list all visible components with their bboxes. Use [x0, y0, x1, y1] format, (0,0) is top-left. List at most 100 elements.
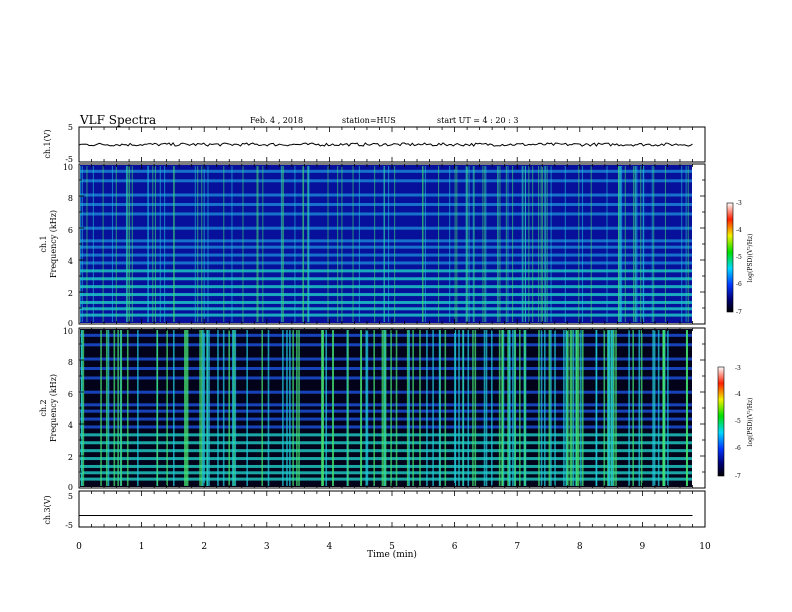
spectral-streak [111, 166, 114, 322]
spectral-streak [282, 330, 284, 486]
spectral-streak [120, 330, 123, 486]
colorbar-ch1-tick--4: -4 [736, 227, 742, 234]
ch2-spec-ylabel-line2: Frequency (kHz) [49, 374, 58, 442]
spectral-streak [687, 166, 689, 322]
spectral-streak [282, 166, 284, 322]
ch2-spectrogram-stripes [80, 330, 692, 486]
spectral-streak [512, 330, 514, 486]
spectral-streak [610, 330, 613, 486]
spectral-streak [577, 330, 580, 486]
spectral-streak [581, 166, 584, 322]
spectral-streak [261, 330, 264, 486]
spectral-streak [607, 330, 610, 486]
spectral-streak [521, 166, 523, 322]
spectral-streak [159, 166, 161, 322]
colorbar-ch2-tick--7: -7 [735, 473, 741, 480]
spectral-streak [289, 330, 291, 486]
spectral-streak [200, 330, 203, 486]
spectral-streak [456, 166, 458, 322]
spectral-band [80, 179, 692, 183]
date-label: Feb. 4 , 2018 [250, 116, 304, 125]
spectral-streak [327, 166, 329, 322]
spectral-streak [544, 166, 546, 322]
spectral-streak [107, 330, 110, 486]
spectral-streak [173, 166, 175, 322]
spectral-streak [308, 166, 310, 322]
spectral-streak [540, 330, 543, 486]
spectral-streak [507, 330, 509, 486]
spectral-streak [636, 166, 638, 322]
spectral-streak [567, 330, 569, 486]
ch3-wave-ytick-neg5: -5 [65, 521, 73, 530]
colorbar-ch1-tick--6: -6 [736, 281, 742, 288]
ch2-spec-ytick-2: 2 [68, 453, 73, 462]
spectral-streak [296, 330, 298, 486]
spectral-streak [137, 330, 139, 486]
spectral-streak [540, 166, 542, 322]
spectral-streak [292, 330, 294, 486]
spectral-streak [208, 330, 210, 486]
spectral-band [80, 313, 692, 317]
spectral-streak [422, 166, 424, 322]
spectral-streak [298, 330, 300, 486]
spectral-streak [528, 166, 530, 322]
spectral-streak [256, 166, 258, 322]
colorbar-ch1-tick--5: -5 [736, 254, 742, 261]
colorbar-ch2-tick--4: -4 [735, 391, 741, 398]
spectral-streak [632, 330, 634, 486]
spectral-streak [332, 330, 334, 486]
spectral-streak [618, 166, 620, 322]
spectral-streak [628, 330, 630, 486]
spectral-streak [576, 330, 578, 486]
spectral-streak [524, 330, 526, 486]
spectral-streak [152, 166, 154, 322]
spectral-streak [458, 330, 460, 486]
spectral-streak [522, 166, 524, 322]
spectral-band [80, 245, 692, 249]
spectral-streak [280, 166, 282, 322]
spectral-streak [82, 330, 85, 486]
ch3-wave-ytick-5: 5 [68, 492, 73, 501]
spectral-streak [166, 330, 168, 486]
spectral-streak [564, 166, 566, 322]
spectral-streak [184, 330, 186, 486]
spectral-streak [412, 330, 414, 486]
spectral-streak [681, 166, 683, 322]
ch3-waveform-ylabel: ch.3(V) [43, 495, 52, 524]
colorbar-ch2-tick--6: -6 [735, 445, 741, 452]
x-tick-label-7: 7 [514, 542, 520, 552]
x-tick-label-5: 5 [389, 542, 395, 552]
spectral-streak [390, 330, 392, 486]
spectral-streak [653, 330, 656, 486]
spectral-band [80, 239, 692, 243]
spectral-streak [498, 330, 501, 486]
spectral-streak [246, 330, 248, 486]
spectral-streak [223, 166, 225, 322]
spectral-band [80, 269, 692, 273]
spectral-band [80, 253, 692, 257]
spectral-band [80, 193, 692, 197]
spectral-streak [426, 330, 428, 486]
spectral-streak [185, 330, 188, 486]
spectral-streak [383, 166, 385, 322]
spectral-streak [546, 166, 548, 322]
spectral-streak [595, 330, 598, 486]
spectral-streak [126, 330, 129, 486]
colorbar-ch2-label: log(PSD)(V²/Hz) [747, 398, 754, 447]
ch1-spec-ytick-0: 0 [68, 319, 73, 328]
spectral-streak [432, 330, 434, 486]
spectral-streak [685, 166, 687, 322]
spectral-streak [154, 166, 157, 322]
spectral-streak [544, 330, 546, 486]
spectral-streak [550, 166, 552, 322]
spectral-streak [322, 330, 324, 486]
spectral-streak [408, 330, 410, 486]
spectral-streak [538, 166, 540, 322]
x-tick-labels: 0 1 2 3 4 5 6 7 8 9 10 [76, 542, 711, 552]
spectral-streak [419, 330, 421, 486]
spectral-streak [337, 166, 339, 322]
spectral-streak [424, 166, 426, 322]
spectral-streak [509, 330, 511, 486]
ch1-spec-ytick-10: 10 [63, 163, 73, 172]
